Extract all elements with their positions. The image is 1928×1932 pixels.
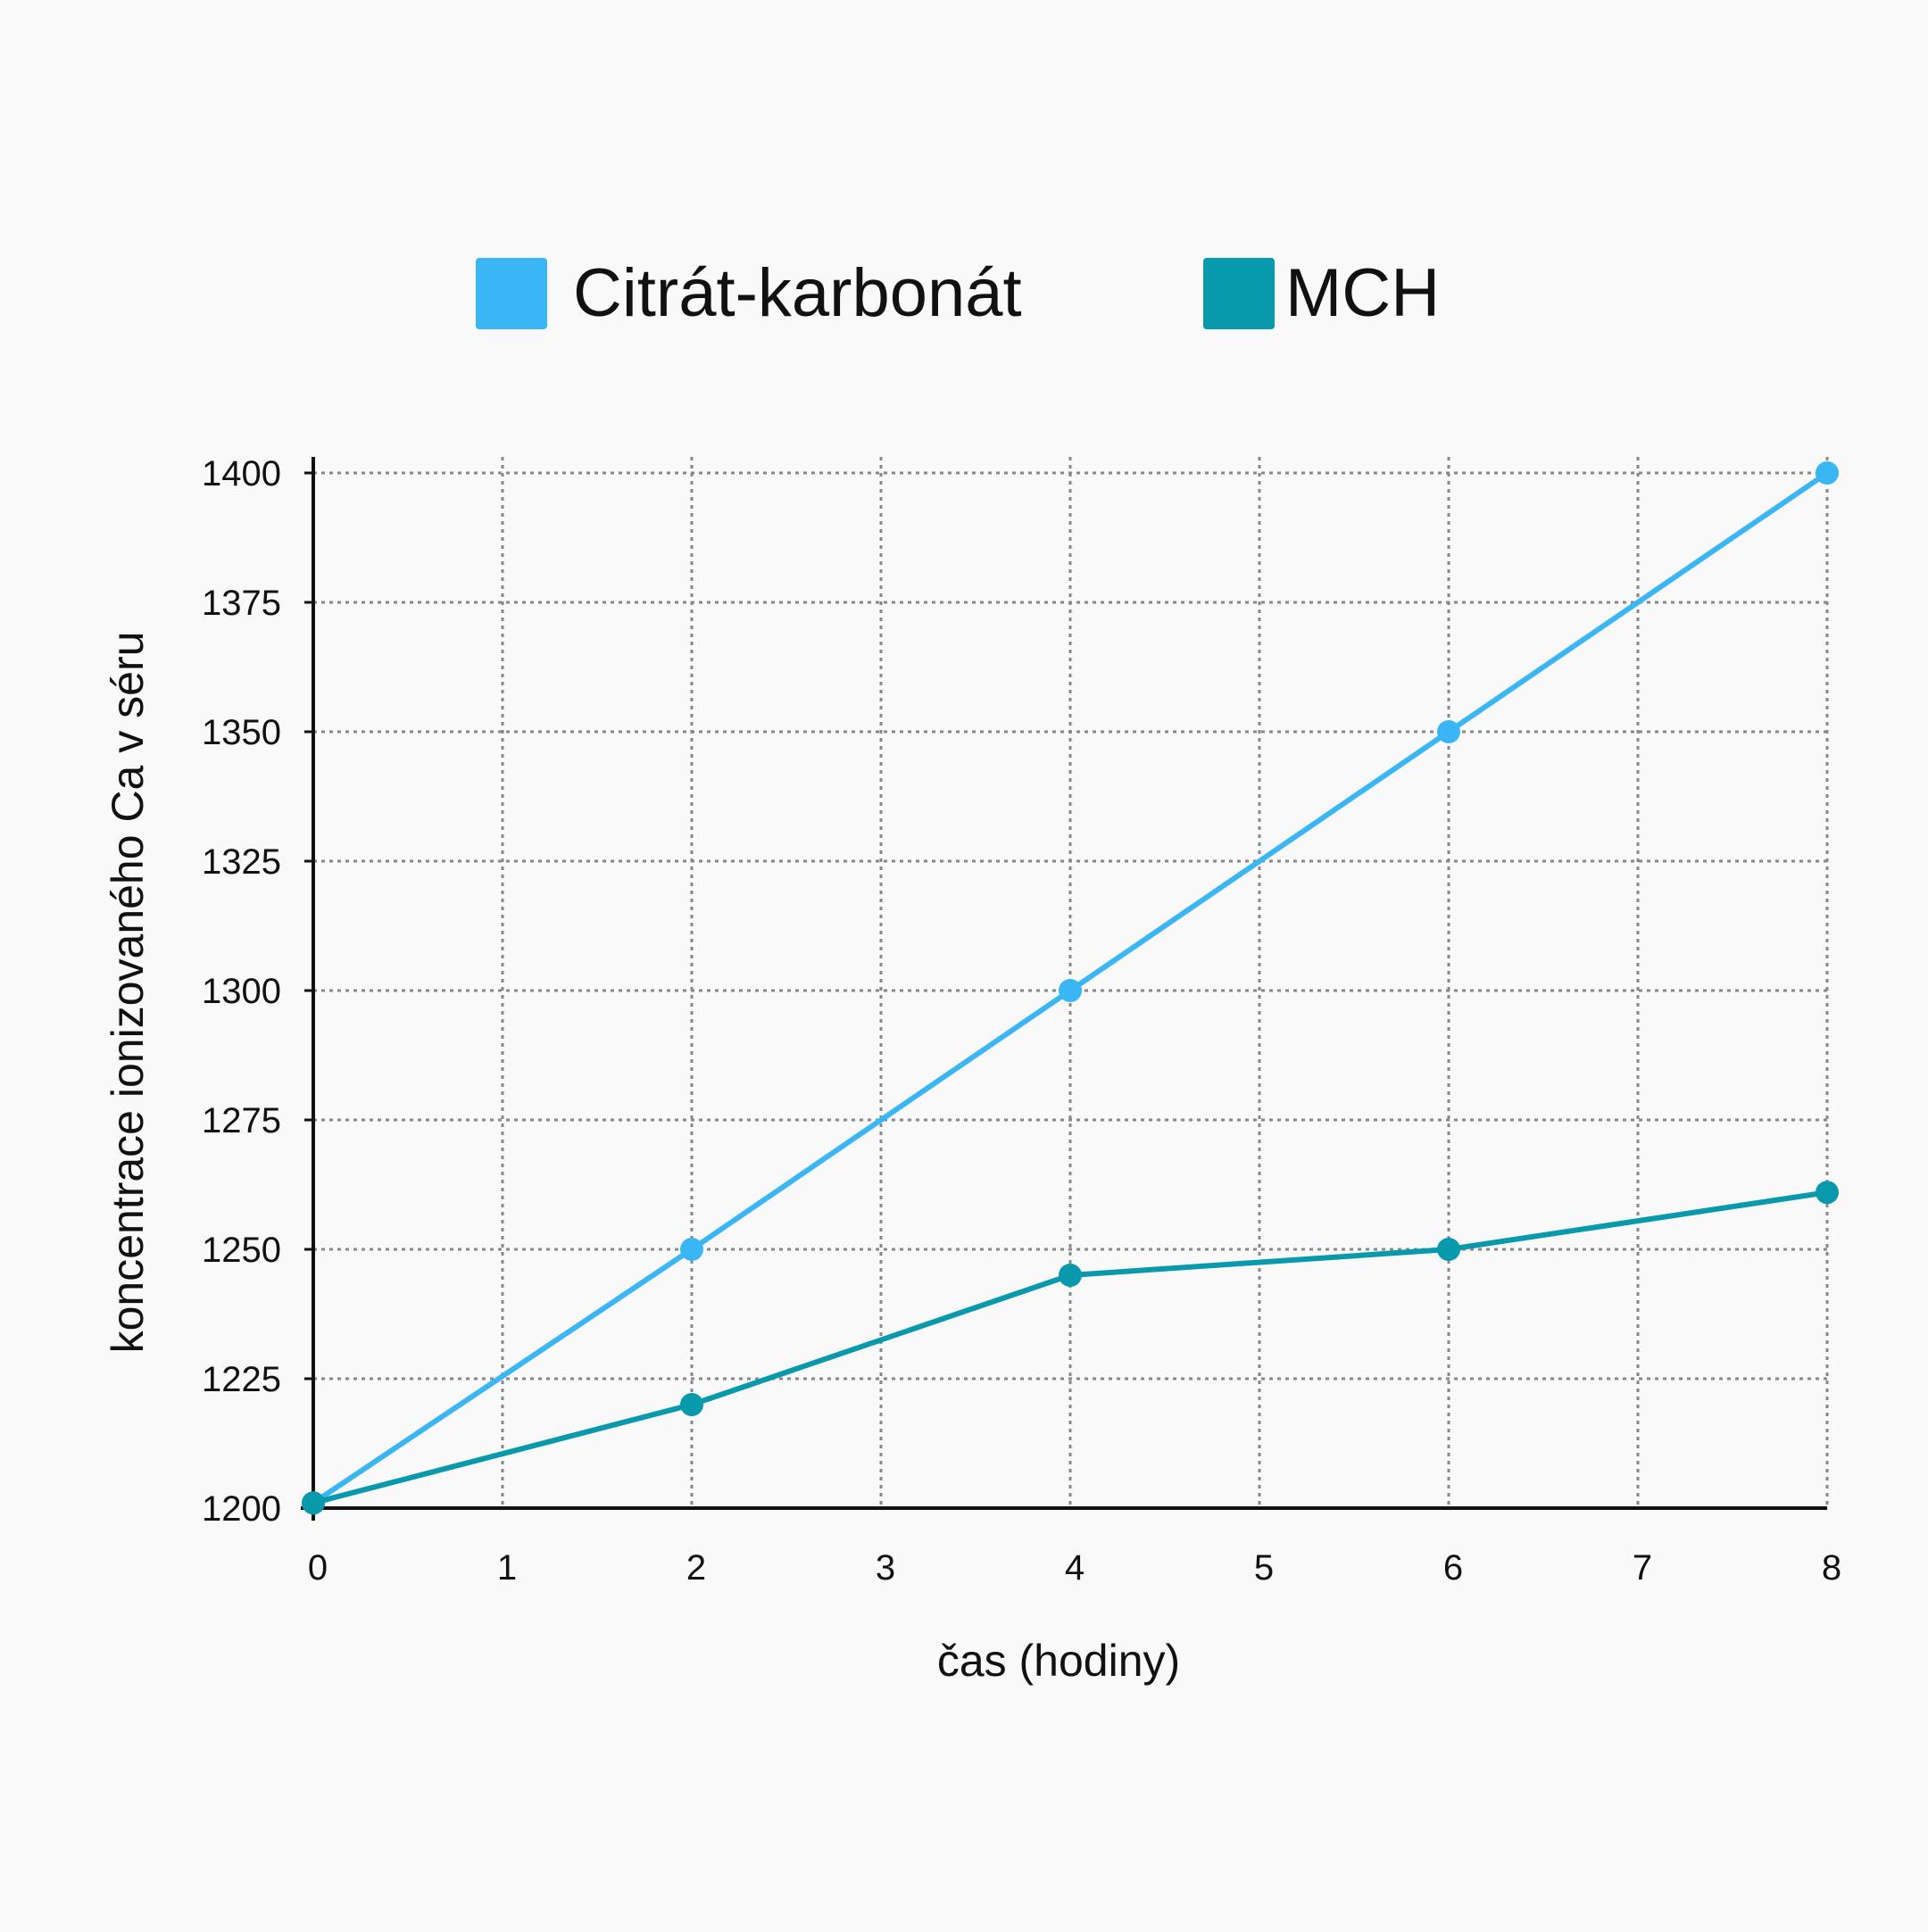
y-tick-label-1350: 1350 <box>202 713 281 752</box>
y-tick-label-1250: 1250 <box>202 1231 281 1270</box>
data-point-mch-6 <box>1437 1238 1460 1261</box>
x-tick-label-3: 3 <box>876 1548 895 1588</box>
x-tick-label-1: 1 <box>497 1548 517 1588</box>
x-tick-label-6: 6 <box>1443 1548 1463 1588</box>
data-point-citrat-karbonat-6 <box>1437 720 1460 743</box>
data-point-mch-8 <box>1816 1181 1839 1205</box>
legend-swatch-citrat-karbonat <box>476 258 547 329</box>
legend-label-citrat-karbonat: Citrát-karbonát <box>573 255 1022 331</box>
y-tick-label-1400: 1400 <box>202 454 281 493</box>
x-tick-label-7: 7 <box>1633 1548 1652 1588</box>
y-tick-label-1325: 1325 <box>202 842 281 882</box>
legend: Citrát-karbonát MCH <box>476 255 1440 331</box>
y-tick-label-1275: 1275 <box>202 1101 281 1140</box>
data-point-citrat-karbonat-8 <box>1816 461 1839 485</box>
y-axis-label: koncentrace ionizovaného Ca v séru <box>103 632 153 1354</box>
x-tick-label-8: 8 <box>1822 1548 1841 1588</box>
data-point-citrat-karbonat-4 <box>1059 979 1082 1002</box>
x-tick-labels: 0 1 2 3 4 5 6 7 8 <box>308 1548 1841 1588</box>
x-tick-label-0: 0 <box>308 1548 328 1588</box>
legend-swatch-mch <box>1203 258 1275 329</box>
y-tick-labels: 1200 1225 1250 1275 1300 1325 1350 1375 1400 <box>202 454 281 1529</box>
data-point-mch-0 <box>302 1491 325 1515</box>
y-tick-label-1300: 1300 <box>202 972 281 1011</box>
data-point-citrat-karbonat-2 <box>680 1238 703 1261</box>
legend-label-mch: MCH <box>1285 255 1440 331</box>
series-layer <box>302 461 1839 1515</box>
y-tick-label-1200: 1200 <box>202 1489 281 1529</box>
y-tick-label-1225: 1225 <box>202 1360 281 1399</box>
data-point-mch-4 <box>1059 1264 1082 1287</box>
x-tick-label-5: 5 <box>1254 1548 1274 1588</box>
x-tick-label-2: 2 <box>686 1548 706 1588</box>
x-axis-label: čas (hodiny) <box>937 1636 1180 1686</box>
data-point-mch-2 <box>680 1393 703 1416</box>
y-tick-label-1375: 1375 <box>202 584 281 623</box>
axes <box>301 457 1827 1521</box>
series-mch <box>302 1181 1839 1515</box>
x-tick-label-4: 4 <box>1065 1548 1084 1588</box>
